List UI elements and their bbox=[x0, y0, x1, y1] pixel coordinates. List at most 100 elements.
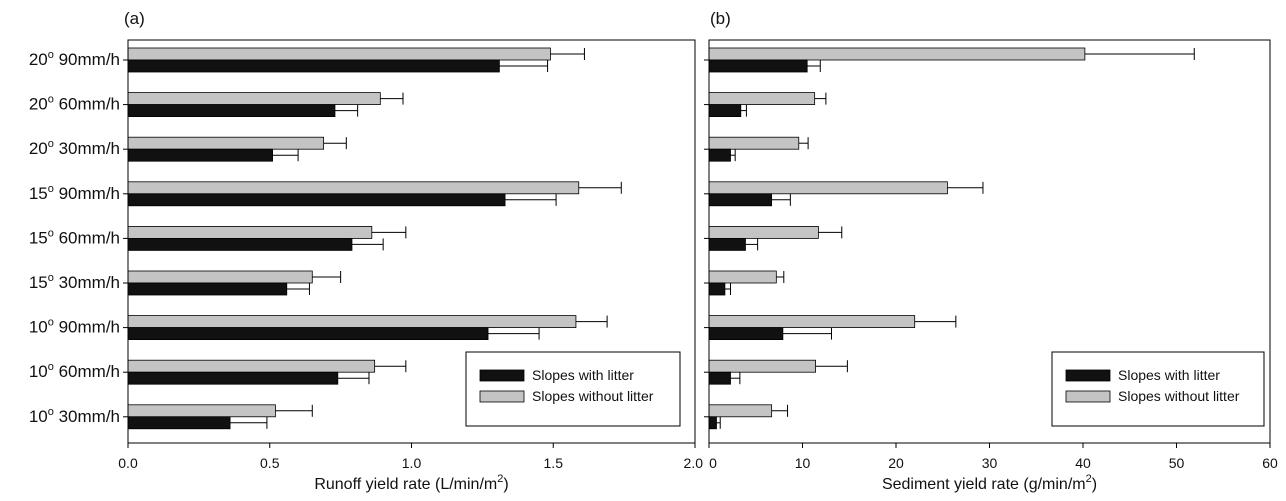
legend: Slopes with litter Slopes without litter bbox=[465, 351, 681, 427]
category-label: 20o 90mm/h bbox=[29, 49, 120, 69]
degree-symbol: o bbox=[48, 406, 54, 418]
category-label: 20o 60mm/h bbox=[29, 94, 120, 114]
category-label: 10o 60mm/h bbox=[29, 361, 120, 381]
category-degree: 20 bbox=[29, 139, 48, 158]
legend-box bbox=[465, 351, 681, 427]
degree-symbol: o bbox=[48, 361, 54, 373]
bar-with-litter bbox=[127, 416, 231, 430]
bar-with-litter bbox=[127, 59, 500, 73]
category-rainfall: 60mm/h bbox=[54, 362, 120, 381]
x-axis-title-main: Sediment yield rate (g/min/m bbox=[882, 476, 1086, 493]
degree-symbol: o bbox=[48, 272, 54, 284]
x-axis-title-sup: 2 bbox=[497, 473, 503, 485]
degree-symbol: o bbox=[48, 94, 54, 106]
x-tick-label: 0 bbox=[709, 455, 717, 471]
x-tick-label: 40 bbox=[1075, 455, 1091, 471]
degree-symbol: o bbox=[48, 138, 54, 150]
x-axis-title: Runoff yield rate (L/min/m2) bbox=[314, 473, 508, 493]
bar-without-litter bbox=[127, 315, 577, 329]
bar-with-litter bbox=[708, 104, 742, 117]
bar-with-litter bbox=[127, 371, 339, 385]
degree-symbol: o bbox=[48, 227, 54, 239]
bar-with-litter bbox=[127, 327, 489, 341]
bar-without-litter bbox=[708, 315, 916, 329]
degree-symbol: o bbox=[48, 49, 54, 61]
bar-with-litter bbox=[708, 282, 726, 296]
bar-with-litter bbox=[708, 371, 731, 385]
bar-with-litter bbox=[127, 148, 273, 162]
legend-label: Slopes with litter bbox=[532, 367, 634, 383]
x-axis-title-end: ) bbox=[1092, 476, 1097, 493]
bar-without-litter bbox=[127, 92, 381, 105]
category-rainfall: 30mm/h bbox=[54, 273, 120, 292]
category-degree: 10 bbox=[29, 407, 48, 426]
degree-symbol: o bbox=[48, 183, 54, 195]
bar-with-litter bbox=[708, 416, 717, 430]
x-tick-label: 1.5 bbox=[544, 455, 564, 471]
bar-without-litter bbox=[708, 404, 773, 418]
bar-with-litter bbox=[127, 282, 288, 296]
legend-swatch-with-litter bbox=[1065, 369, 1111, 382]
bar-without-litter bbox=[127, 47, 551, 61]
panel-label: (a) bbox=[124, 9, 145, 28]
category-rainfall: 30mm/h bbox=[54, 407, 120, 426]
bar-with-litter bbox=[708, 59, 808, 73]
x-tick-label: 50 bbox=[1169, 455, 1185, 471]
category-rainfall: 90mm/h bbox=[54, 318, 120, 337]
bar-without-litter bbox=[127, 404, 276, 418]
legend-label: Slopes without litter bbox=[532, 388, 654, 404]
category-rainfall: 60mm/h bbox=[54, 228, 120, 247]
legend-box bbox=[1051, 351, 1265, 427]
legend-swatch-with-litter bbox=[479, 369, 525, 382]
bar-without-litter bbox=[708, 92, 816, 105]
category-rainfall: 90mm/h bbox=[54, 184, 120, 203]
bar-without-litter bbox=[708, 47, 1086, 61]
bar-with-litter bbox=[127, 104, 336, 117]
bar-without-litter bbox=[127, 181, 580, 195]
category-degree: 10 bbox=[29, 362, 48, 381]
bar-without-litter bbox=[708, 270, 777, 284]
bar-with-litter bbox=[708, 237, 746, 251]
category-degree: 20 bbox=[29, 50, 48, 69]
x-tick-label: 2.0 bbox=[684, 455, 704, 471]
x-axis-title-end: ) bbox=[503, 476, 508, 493]
x-axis-title-main: Runoff yield rate (L/min/m bbox=[314, 476, 497, 493]
category-degree: 15 bbox=[29, 184, 48, 203]
category-degree: 15 bbox=[29, 273, 48, 292]
x-tick-label: 20 bbox=[888, 455, 904, 471]
bar-with-litter bbox=[708, 193, 773, 207]
bar-without-litter bbox=[127, 136, 325, 150]
bar-without-litter bbox=[127, 359, 376, 373]
bar-without-litter bbox=[708, 225, 819, 239]
legend: Slopes with litter Slopes without litter bbox=[1051, 351, 1265, 427]
category-label: 15o 90mm/h bbox=[29, 183, 120, 203]
category-label: 10o 90mm/h bbox=[29, 317, 120, 337]
x-tick-label: 0.0 bbox=[118, 455, 138, 471]
legend-label: Slopes without litter bbox=[1118, 388, 1240, 404]
bar-without-litter bbox=[127, 225, 373, 239]
bar-without-litter bbox=[127, 270, 313, 284]
category-degree: 20 bbox=[29, 95, 48, 114]
category-rainfall: 90mm/h bbox=[54, 50, 120, 69]
bar-without-litter bbox=[708, 181, 948, 195]
x-tick-label: 60 bbox=[1262, 455, 1278, 471]
bar-without-litter bbox=[708, 136, 800, 150]
bar-with-litter bbox=[708, 327, 784, 341]
panel-label: (b) bbox=[710, 9, 731, 28]
category-label: 15o 60mm/h bbox=[29, 227, 120, 247]
x-axis-title: Sediment yield rate (g/min/m2) bbox=[882, 473, 1097, 493]
bar-with-litter bbox=[127, 193, 506, 207]
x-axis-title-sup: 2 bbox=[1086, 473, 1092, 485]
bar-with-litter bbox=[127, 237, 353, 251]
category-rainfall: 30mm/h bbox=[54, 139, 120, 158]
category-degree: 10 bbox=[29, 318, 48, 337]
legend-swatch-without-litter bbox=[479, 390, 525, 403]
bar-without-litter bbox=[708, 359, 816, 373]
panel-a: (a) 0.0 0.5 1.0 1.5 2.0 Runoff yield rate (L/m… bbox=[118, 9, 703, 493]
category-degree: 15 bbox=[29, 228, 48, 247]
x-tick-label: 1.0 bbox=[402, 455, 422, 471]
legend-swatch-without-litter bbox=[1065, 390, 1111, 403]
